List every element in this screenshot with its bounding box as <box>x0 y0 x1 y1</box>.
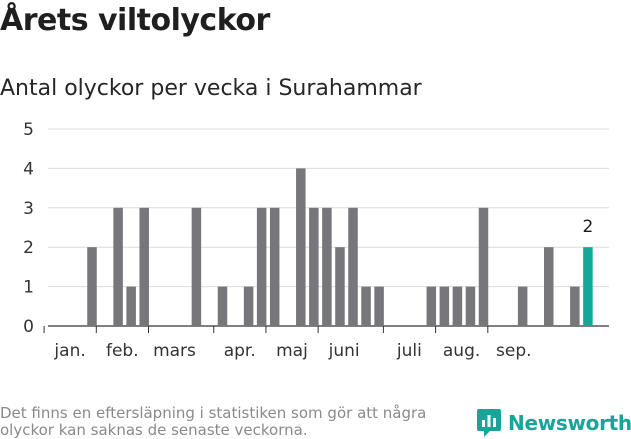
bar <box>217 286 228 326</box>
bar <box>309 207 319 326</box>
bar <box>126 286 136 326</box>
y-tick-label: 3 <box>23 199 34 219</box>
bar <box>374 286 384 326</box>
y-tick-label: 2 <box>23 238 34 258</box>
bar <box>256 207 267 326</box>
x-axis-ticks: jan. feb. mars apr. maj juni juli aug. sep. <box>43 326 532 361</box>
x-tick-label: apr. <box>224 341 256 361</box>
bar <box>113 207 123 326</box>
newsworthy-logo-icon <box>477 409 501 437</box>
bar <box>361 286 371 326</box>
bar <box>296 168 306 326</box>
bars: 2 <box>87 168 593 326</box>
bar <box>439 286 450 326</box>
y-tick-label: 5 <box>23 120 34 140</box>
x-tick-label: sep. <box>496 341 532 361</box>
x-tick-label: aug. <box>443 341 480 361</box>
y-tick-label: 0 <box>23 317 34 337</box>
y-tick-label: 4 <box>23 159 34 179</box>
x-tick-label: mars <box>153 341 196 361</box>
bar <box>139 207 149 326</box>
bar <box>452 286 463 326</box>
chart-subtitle: Antal olyckor per vecka i Surahammar <box>0 76 422 101</box>
bar <box>348 207 358 326</box>
x-tick-label: juli <box>396 341 422 361</box>
bar <box>243 286 254 326</box>
x-tick-label: juni <box>328 341 360 361</box>
footnote: Det finns en eftersläpning i statistiken… <box>0 404 427 439</box>
x-tick-label: maj <box>276 341 308 361</box>
bar <box>87 247 97 326</box>
bar <box>426 286 437 326</box>
bar-chart: 0 1 2 3 4 5 2 jan. feb. mars apr. maj juni juli aug.… <box>23 120 609 361</box>
data-label: 2 <box>582 217 593 237</box>
bar <box>269 207 280 326</box>
x-tick-label: feb. <box>106 341 139 361</box>
bar <box>191 207 202 326</box>
y-axis-ticks: 0 1 2 3 4 5 <box>23 120 34 337</box>
bar <box>465 286 476 326</box>
bar <box>335 247 345 326</box>
brand-logo: Newsworthy <box>476 408 631 438</box>
bar <box>478 207 489 326</box>
x-tick-label: jan. <box>53 341 85 361</box>
chart-title: Årets viltolyckor <box>0 3 270 38</box>
bar <box>517 286 528 326</box>
bar <box>322 207 332 326</box>
bar <box>570 286 580 326</box>
bar-highlight <box>583 247 593 326</box>
y-tick-label: 1 <box>23 278 34 298</box>
brand-name: Newsworthy <box>508 411 631 435</box>
bar <box>544 247 554 326</box>
